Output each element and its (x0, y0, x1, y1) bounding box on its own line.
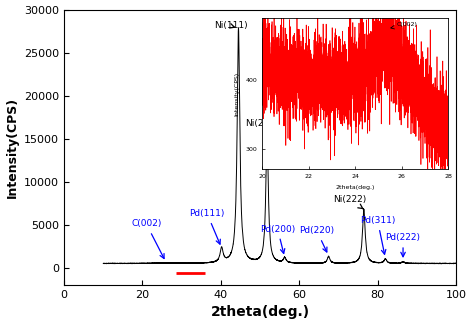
Text: C(002): C(002) (131, 219, 164, 258)
Text: Pd(222): Pd(222) (386, 233, 421, 257)
X-axis label: 2theta(deg.): 2theta(deg.) (211, 306, 310, 319)
Y-axis label: Intensity(CPS): Intensity(CPS) (6, 97, 18, 198)
Text: Pd(200): Pd(200) (260, 225, 295, 254)
Text: Pd(111): Pd(111) (189, 209, 225, 244)
Text: Ni(200): Ni(200) (245, 119, 279, 133)
Text: Pd(220): Pd(220) (299, 227, 334, 252)
Text: Ni(222): Ni(222) (334, 195, 367, 209)
Text: Ni(111): Ni(111) (214, 21, 247, 31)
Text: Pd(311): Pd(311) (360, 216, 395, 254)
